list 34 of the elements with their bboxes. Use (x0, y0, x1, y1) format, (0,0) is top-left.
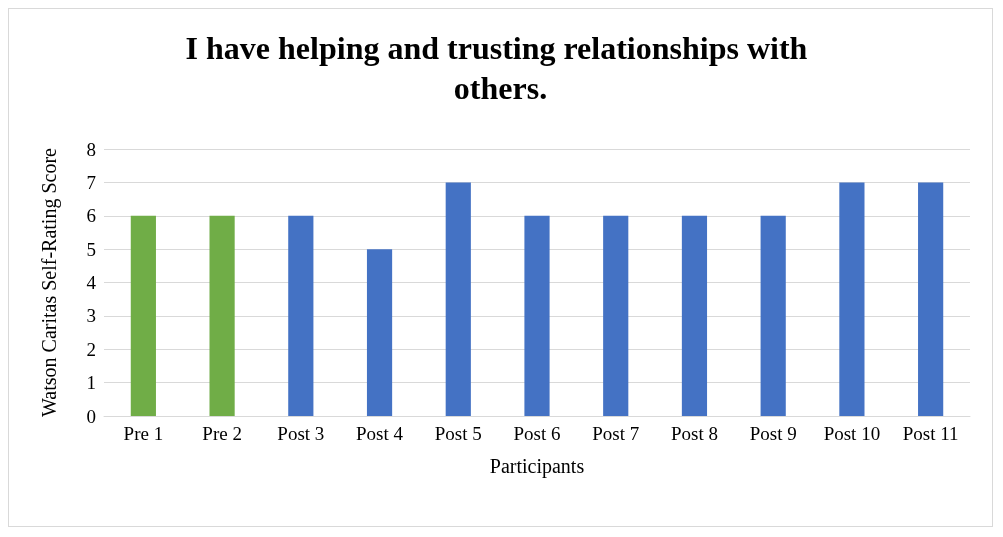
y-axis-title: Watson Caritas Self-Rating Score (38, 147, 61, 417)
x-tick-label: Post 9 (749, 423, 797, 444)
y-tick-label: 7 (86, 171, 96, 193)
x-axis-title: Participants (489, 455, 585, 478)
bar (130, 215, 156, 416)
x-tick-label: Pre 2 (202, 423, 242, 444)
y-tick-label: 2 (86, 338, 96, 360)
bar (366, 249, 393, 416)
x-tick-label: Post 11 (902, 423, 959, 444)
y-tick-label: 6 (86, 205, 96, 227)
chart-title: I have helping and trusting relationships with others. (185, 30, 816, 106)
x-tick-label: Post 7 (592, 423, 640, 444)
y-tick-label: 1 (86, 372, 96, 394)
x-tick-label: Post 8 (670, 423, 718, 444)
bar (603, 215, 629, 416)
x-tick-label: Post 3 (277, 423, 325, 444)
bar (681, 215, 708, 416)
bar (918, 182, 944, 416)
bar (524, 215, 550, 416)
bar (760, 215, 786, 416)
bar (288, 215, 314, 416)
y-tick-label: 3 (86, 305, 96, 327)
y-tick-label: 4 (86, 272, 97, 293)
y-tick-label: 8 (86, 138, 96, 160)
x-tick-label: Post 5 (434, 423, 482, 444)
y-tick-label: 0 (86, 405, 96, 427)
bar (445, 182, 471, 416)
x-tick-label: Post 10 (823, 423, 881, 444)
y-tick-label: 5 (86, 238, 96, 260)
bar (839, 182, 865, 416)
x-tick-label: Post 4 (356, 423, 404, 444)
x-tick-label: Post 6 (513, 423, 561, 444)
bar (209, 215, 235, 416)
x-tick-label: Pre 1 (123, 423, 164, 444)
